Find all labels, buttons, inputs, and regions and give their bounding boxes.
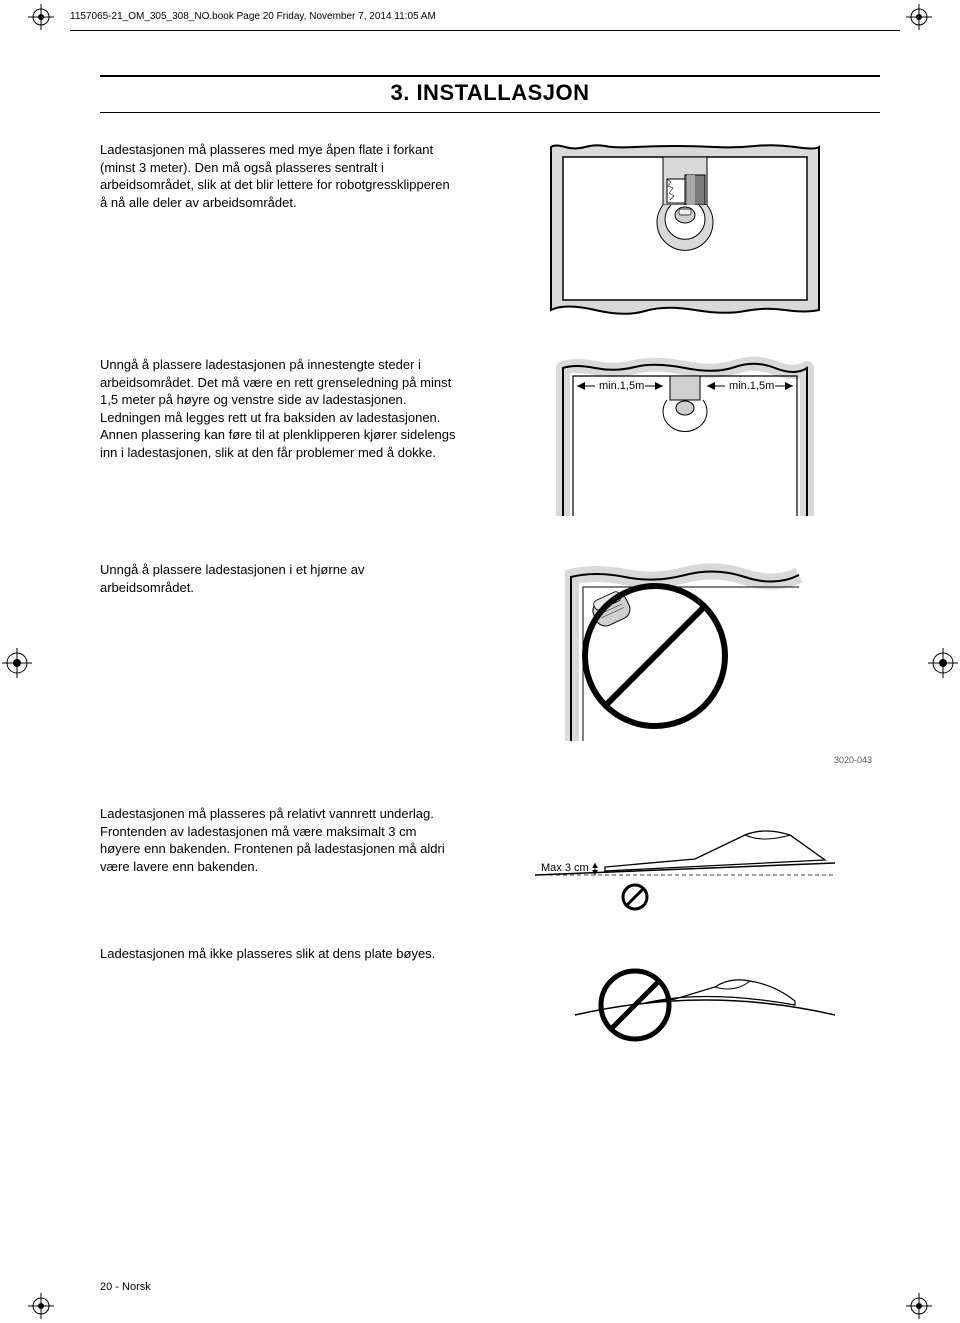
figure-lawn-overview (490, 141, 880, 316)
print-header-text: 1157065-21_OM_305_308_NO.book Page 20 Fr… (70, 11, 436, 22)
paragraph: Ladestasjonen må ikke plasseres slik at … (100, 945, 460, 963)
label-min-left: min.1,5m (599, 380, 644, 392)
paragraph: Ladestasjonen må plasseres med mye åpen … (100, 141, 460, 211)
row-placement-open: Ladestasjonen må plasseres med mye åpen … (100, 141, 880, 316)
content: 3. INSTALLASJON Ladestasjonen må plasser… (100, 75, 880, 1263)
row-bend: Ladestasjonen må ikke plasseres slik at … (100, 945, 880, 1045)
crop-mark-icon (906, 4, 932, 30)
side-target-icon (928, 648, 958, 678)
figure-caption: 3020-043 (834, 755, 872, 765)
figure-min-distance: min.1,5m min.1,5m (490, 356, 880, 521)
row-level: Ladestasjonen må plasseres på relativt v… (100, 805, 880, 915)
page: 1157065-21_OM_305_308_NO.book Page 20 Fr… (0, 0, 960, 1323)
label-min-right: min.1,5m (729, 380, 774, 392)
rule (100, 75, 880, 77)
row-corner: Unngå å plassere ladestasjonen i et hjør… (100, 561, 880, 765)
paragraph: Unngå å plassere ladestasjonen på innest… (100, 356, 460, 461)
diagram-level-icon: Max 3 cm (535, 805, 835, 915)
label-max3cm: Max 3 cm (541, 862, 589, 874)
figure-level: Max 3 cm (490, 805, 880, 915)
rule (100, 112, 880, 113)
crop-mark-icon (28, 4, 54, 30)
diagram-lawn-icon (545, 141, 825, 316)
row-wire-distance: Unngå å plassere ladestasjonen på innest… (100, 356, 880, 521)
page-footer: 20 - Norsk (100, 1281, 151, 1293)
print-header: 1157065-21_OM_305_308_NO.book Page 20 Fr… (70, 10, 900, 31)
side-target-icon (2, 648, 32, 678)
diagram-corner-icon (565, 561, 805, 751)
paragraph: Unngå å plassere ladestasjonen i et hjør… (100, 561, 460, 596)
crop-mark-icon (28, 1293, 54, 1319)
paragraph: Ladestasjonen må plasseres på relativt v… (100, 805, 460, 875)
diagram-bend-icon (535, 945, 835, 1045)
diagram-distance-icon: min.1,5m min.1,5m (555, 356, 815, 521)
section-title: 3. INSTALLASJON (100, 80, 880, 106)
figure-bend-no (490, 945, 880, 1045)
crop-mark-icon (906, 1293, 932, 1319)
figure-corner-no: 3020-043 (490, 561, 880, 765)
